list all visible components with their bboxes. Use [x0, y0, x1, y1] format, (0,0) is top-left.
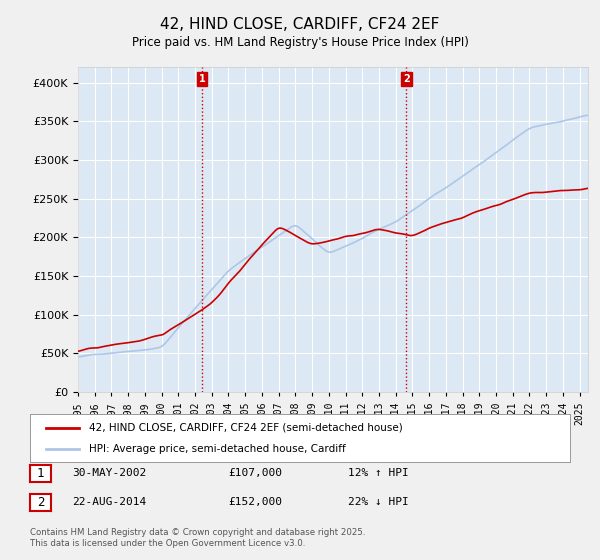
Text: 30-MAY-2002: 30-MAY-2002 [72, 468, 146, 478]
Text: £152,000: £152,000 [228, 497, 282, 507]
Text: 2: 2 [37, 496, 44, 509]
Text: 22-AUG-2014: 22-AUG-2014 [72, 497, 146, 507]
Text: 22% ↓ HPI: 22% ↓ HPI [348, 497, 409, 507]
Text: 42, HIND CLOSE, CARDIFF, CF24 2EF (semi-detached house): 42, HIND CLOSE, CARDIFF, CF24 2EF (semi-… [89, 423, 403, 433]
Text: Contains HM Land Registry data © Crown copyright and database right 2025.
This d: Contains HM Land Registry data © Crown c… [30, 528, 365, 548]
Text: 1: 1 [37, 466, 44, 480]
Text: 2: 2 [403, 74, 410, 84]
Text: HPI: Average price, semi-detached house, Cardiff: HPI: Average price, semi-detached house,… [89, 444, 346, 454]
Text: 42, HIND CLOSE, CARDIFF, CF24 2EF: 42, HIND CLOSE, CARDIFF, CF24 2EF [160, 17, 440, 32]
Text: Price paid vs. HM Land Registry's House Price Index (HPI): Price paid vs. HM Land Registry's House … [131, 36, 469, 49]
Text: £107,000: £107,000 [228, 468, 282, 478]
Text: 1: 1 [199, 74, 205, 84]
Text: 12% ↑ HPI: 12% ↑ HPI [348, 468, 409, 478]
